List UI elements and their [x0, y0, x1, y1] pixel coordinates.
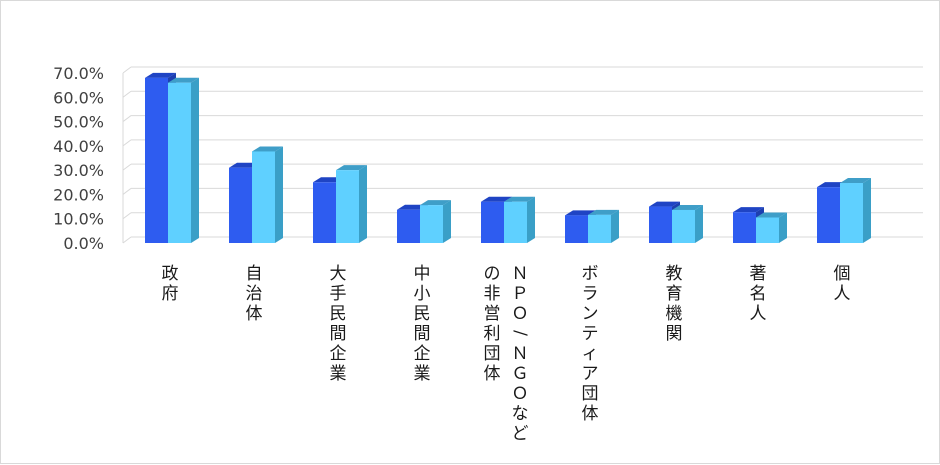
- svg-text:関: 関: [666, 324, 683, 344]
- svg-text:大: 大: [330, 264, 347, 284]
- gridline: [122, 115, 923, 122]
- svg-text:Ｏ: Ｏ: [512, 384, 529, 404]
- category-label: 著名人: [750, 264, 767, 324]
- gridline: [122, 90, 923, 98]
- bar: [588, 209, 619, 243]
- svg-text:Ｇ: Ｇ: [512, 364, 529, 384]
- bar: [672, 204, 703, 243]
- svg-text:業: 業: [414, 364, 431, 384]
- svg-text:民: 民: [414, 304, 431, 324]
- category-label: 自治体: [246, 264, 263, 324]
- bar: [336, 165, 367, 243]
- svg-text:体: 体: [246, 304, 263, 324]
- svg-text:団: 団: [484, 344, 501, 364]
- bar: [168, 77, 199, 243]
- bars: [145, 72, 871, 243]
- y-tick-label: 40.0%: [53, 137, 104, 156]
- bar: [420, 200, 451, 243]
- svg-text:/: /: [510, 330, 530, 336]
- svg-text:間: 間: [414, 324, 431, 344]
- svg-text:Ｐ: Ｐ: [512, 284, 529, 304]
- svg-text:ボ: ボ: [582, 264, 599, 284]
- svg-text:手: 手: [330, 284, 347, 304]
- y-axis-ticks: 0.0% 10.0% 20.0% 30.0% 40.0% 50.0% 60.0% 70.0%: [53, 64, 104, 253]
- svg-text:育: 育: [666, 284, 683, 304]
- svg-text:個: 個: [834, 264, 851, 284]
- svg-text:政: 政: [162, 264, 179, 284]
- svg-text:の: の: [484, 264, 501, 284]
- svg-text:中: 中: [414, 264, 431, 284]
- bar: [756, 212, 787, 243]
- svg-text:企: 企: [330, 344, 347, 364]
- y-tick-label: 10.0%: [53, 210, 104, 229]
- svg-text:体: 体: [582, 404, 599, 424]
- bar: [504, 196, 535, 243]
- svg-text:ン: ン: [582, 304, 599, 324]
- svg-text:小: 小: [414, 284, 431, 304]
- svg-text:ラ: ラ: [582, 284, 599, 304]
- svg-text:団: 団: [582, 384, 599, 404]
- svg-text:業: 業: [330, 364, 347, 384]
- svg-text:非: 非: [484, 284, 501, 304]
- bar: [840, 178, 871, 243]
- svg-text:テ: テ: [582, 324, 599, 344]
- svg-text:営: 営: [484, 304, 501, 324]
- svg-text:Ｏ: Ｏ: [512, 304, 529, 324]
- gridline: [122, 139, 923, 147]
- svg-text:人: 人: [834, 284, 851, 304]
- svg-text:著: 著: [750, 264, 767, 284]
- y-tick-label: 0.0%: [63, 234, 104, 253]
- y-tick-label: 20.0%: [53, 185, 104, 204]
- y-tick-label: 70.0%: [53, 64, 104, 83]
- category-label: 個人: [834, 264, 851, 304]
- svg-text:人: 人: [750, 304, 767, 324]
- svg-text:名: 名: [750, 284, 767, 304]
- svg-text:自: 自: [246, 264, 263, 284]
- svg-text:ど: ど: [512, 424, 529, 444]
- svg-text:Ｎ: Ｎ: [512, 264, 529, 284]
- svg-text:体: 体: [484, 364, 501, 384]
- y-tick-label: 50.0%: [53, 113, 104, 132]
- x-axis-categories: 政府自治体大手民間企業中小民間企業ＮＰＯ/ＮＧＯなどの非営利団体ボランティア団体…: [162, 264, 851, 444]
- svg-text:ア: ア: [582, 364, 599, 384]
- bar: [252, 146, 283, 243]
- svg-text:Ｎ: Ｎ: [512, 344, 529, 364]
- category-label: 政府: [162, 264, 179, 304]
- svg-text:ィ: ィ: [582, 344, 599, 364]
- svg-text:間: 間: [330, 324, 347, 344]
- y-tick-label: 30.0%: [53, 161, 104, 180]
- svg-text:な: な: [512, 404, 529, 424]
- svg-text:教: 教: [666, 264, 683, 284]
- gridline: [122, 66, 923, 74]
- y-tick-label: 60.0%: [53, 88, 104, 107]
- svg-text:利: 利: [484, 324, 501, 344]
- svg-text:民: 民: [330, 304, 347, 324]
- svg-text:機: 機: [666, 304, 683, 324]
- svg-text:府: 府: [162, 284, 179, 304]
- svg-text:企: 企: [414, 344, 431, 364]
- svg-text:治: 治: [246, 284, 263, 304]
